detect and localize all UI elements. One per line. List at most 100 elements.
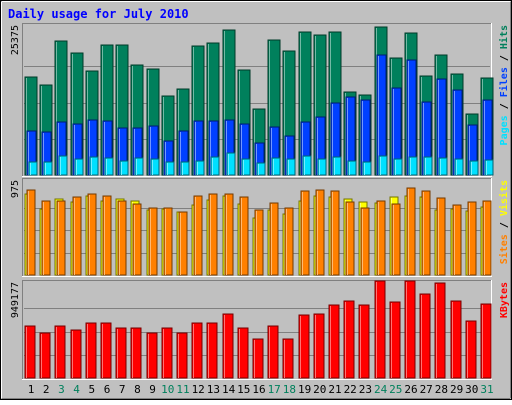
panel-max-label: 25375 bbox=[10, 25, 21, 55]
pages-bar bbox=[286, 158, 296, 176]
sites-bar bbox=[132, 203, 142, 276]
legend-sites: Sites bbox=[498, 234, 510, 264]
sites-bar bbox=[56, 200, 66, 276]
kbytes-bar bbox=[39, 332, 51, 379]
x-tick-label: 16 bbox=[252, 383, 265, 396]
x-axis-labels: 1 2 3 4 5 6 7 8 9 10 11 12 13 14 15 16 17 18 19 20 21 22 23 24 2… bbox=[28, 383, 494, 396]
sites-bar bbox=[269, 202, 279, 276]
legend-visits: Visits bbox=[498, 180, 510, 216]
kbytes-bar bbox=[222, 313, 234, 379]
x-tick-label: 5 bbox=[88, 383, 95, 396]
kbytes-bar bbox=[389, 301, 401, 379]
sites-bar bbox=[254, 209, 264, 276]
legend-pages: Pages bbox=[499, 115, 510, 145]
kbytes-bar bbox=[100, 322, 112, 379]
panel-hits-files-pages: 25375 Pages / Files / Hits bbox=[10, 23, 510, 177]
sites-bar bbox=[148, 207, 158, 276]
x-tick-label: 6 bbox=[104, 383, 111, 396]
x-tick-label: 13 bbox=[207, 383, 220, 396]
kbytes-bar bbox=[54, 325, 66, 379]
legend-hits: Hits bbox=[498, 25, 510, 49]
sites-bar bbox=[284, 207, 294, 276]
sites-bar bbox=[163, 207, 173, 276]
sites-bar bbox=[436, 197, 446, 276]
chart-title: Daily usage for July 2010 bbox=[8, 7, 189, 21]
x-tick-label: 29 bbox=[450, 383, 463, 396]
x-tick-label: 27 bbox=[420, 383, 433, 396]
kbytes-bar bbox=[419, 293, 431, 379]
pages-bar bbox=[317, 158, 327, 176]
x-tick-label: 3 bbox=[58, 383, 65, 396]
sites-bar bbox=[360, 207, 370, 276]
panel-kbytes: 949177 KBytes bbox=[10, 280, 510, 380]
pages-bar bbox=[302, 155, 312, 176]
pages-bar bbox=[104, 157, 114, 176]
pages-bar bbox=[150, 158, 160, 176]
kbytes-bar bbox=[374, 280, 386, 379]
sites-bar bbox=[467, 201, 477, 276]
pages-bar bbox=[347, 160, 357, 176]
panel-max-label: 949177 bbox=[10, 282, 21, 318]
kbytes-bar bbox=[313, 313, 325, 379]
sites-bar bbox=[239, 196, 249, 276]
sites-bar bbox=[72, 196, 82, 276]
kbytes-bar bbox=[480, 303, 492, 379]
pages-bar bbox=[438, 157, 448, 176]
sites-bar bbox=[208, 193, 218, 276]
pages-bar bbox=[165, 161, 175, 176]
x-tick-label: 20 bbox=[313, 383, 326, 396]
x-tick-label: 23 bbox=[359, 383, 372, 396]
kbytes-bar bbox=[358, 304, 370, 379]
panel-legend: Pages / Files / Hits bbox=[498, 25, 510, 145]
kbytes-bar bbox=[70, 329, 82, 379]
x-tick-label: 15 bbox=[237, 383, 250, 396]
x-tick-label: 8 bbox=[134, 383, 141, 396]
x-tick-label: 25 bbox=[389, 383, 402, 396]
sites-bar bbox=[87, 193, 97, 276]
sites-bar bbox=[300, 190, 310, 276]
x-tick-label: 14 bbox=[222, 383, 236, 396]
kbytes-bar bbox=[24, 325, 36, 379]
kbytes-bar bbox=[115, 327, 127, 379]
x-tick-label: 18 bbox=[283, 383, 296, 396]
pages-bar bbox=[362, 161, 372, 176]
pages-bar bbox=[256, 162, 266, 176]
kbytes-bar bbox=[404, 280, 416, 379]
kbytes-bar bbox=[298, 314, 310, 379]
kbytes-bar bbox=[146, 332, 158, 379]
pages-bar bbox=[74, 158, 84, 176]
kbytes-bar bbox=[450, 300, 462, 379]
sites-bar bbox=[391, 203, 401, 276]
sites-bar bbox=[345, 201, 355, 276]
kbytes-bar bbox=[267, 325, 279, 379]
pages-bar bbox=[271, 157, 281, 176]
pages-bar bbox=[454, 158, 464, 176]
legend-separator: / bbox=[499, 216, 510, 234]
pages-bar bbox=[28, 161, 38, 176]
kbytes-bar bbox=[176, 332, 188, 379]
sites-bar bbox=[452, 204, 462, 276]
sites-bar bbox=[178, 211, 188, 276]
x-tick-label: 17 bbox=[268, 383, 281, 396]
sites-bar bbox=[193, 195, 203, 276]
pages-bar bbox=[393, 158, 403, 176]
kbytes-bar bbox=[85, 322, 97, 379]
kbytes-bar bbox=[328, 304, 340, 379]
pages-bar bbox=[58, 155, 68, 176]
sites-bar bbox=[26, 189, 36, 276]
x-tick-label: 31 bbox=[480, 383, 493, 396]
x-tick-label: 22 bbox=[344, 383, 357, 396]
panel-legend: Sites / Visits bbox=[498, 180, 510, 264]
panel-legend: KBytes bbox=[499, 282, 510, 318]
panel-sites-visits: 975 Sites / Visits bbox=[10, 178, 510, 277]
x-tick-label: 7 bbox=[119, 383, 126, 396]
kbytes-bar bbox=[191, 322, 203, 379]
x-tick-label: 19 bbox=[298, 383, 311, 396]
pages-bar bbox=[226, 152, 236, 176]
x-tick-label: 21 bbox=[328, 383, 341, 396]
sites-bar bbox=[102, 195, 112, 276]
legend-separator: / bbox=[499, 97, 510, 115]
pages-bar bbox=[484, 159, 494, 176]
